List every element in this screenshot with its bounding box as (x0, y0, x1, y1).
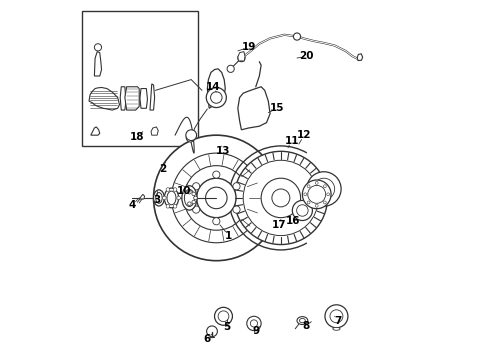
Polygon shape (95, 51, 101, 76)
Polygon shape (91, 127, 100, 135)
Circle shape (313, 178, 335, 200)
Ellipse shape (164, 188, 179, 208)
Circle shape (327, 193, 330, 196)
Circle shape (294, 33, 300, 40)
Polygon shape (125, 87, 139, 110)
Circle shape (196, 178, 236, 218)
Circle shape (330, 310, 343, 323)
Circle shape (296, 205, 308, 216)
Circle shape (95, 44, 101, 51)
Circle shape (307, 172, 341, 206)
Circle shape (163, 196, 166, 200)
Circle shape (173, 204, 177, 208)
Text: 8: 8 (302, 321, 310, 331)
Text: 18: 18 (130, 132, 145, 142)
Text: 10: 10 (177, 186, 191, 196)
Text: 20: 20 (299, 51, 313, 61)
Circle shape (194, 196, 197, 200)
Ellipse shape (184, 189, 195, 207)
Circle shape (293, 201, 313, 221)
Text: 4: 4 (128, 200, 136, 210)
Circle shape (233, 206, 240, 213)
Polygon shape (238, 51, 245, 61)
Polygon shape (150, 84, 155, 110)
Circle shape (243, 160, 318, 235)
Circle shape (193, 206, 200, 213)
Bar (82, 12, 198, 146)
Text: 11: 11 (284, 136, 299, 145)
Circle shape (213, 171, 220, 178)
Text: 12: 12 (297, 130, 312, 140)
Ellipse shape (299, 319, 305, 323)
Circle shape (315, 204, 318, 207)
Circle shape (166, 188, 170, 191)
Ellipse shape (333, 327, 340, 330)
Ellipse shape (153, 190, 164, 206)
Circle shape (215, 307, 232, 325)
Polygon shape (139, 194, 145, 199)
Circle shape (186, 134, 195, 142)
Circle shape (325, 305, 348, 328)
Ellipse shape (167, 191, 176, 205)
Circle shape (247, 316, 261, 330)
Text: 2: 2 (159, 164, 166, 174)
Ellipse shape (297, 317, 308, 324)
Circle shape (192, 192, 196, 196)
Circle shape (234, 151, 327, 244)
Circle shape (307, 185, 310, 188)
Circle shape (307, 201, 310, 204)
Circle shape (153, 135, 279, 261)
Circle shape (227, 65, 234, 72)
Text: 19: 19 (242, 42, 256, 52)
Polygon shape (140, 89, 147, 108)
Circle shape (304, 193, 307, 196)
Circle shape (308, 185, 326, 203)
Circle shape (207, 326, 218, 337)
Circle shape (213, 218, 220, 225)
Text: 1: 1 (225, 231, 232, 240)
Polygon shape (120, 87, 126, 110)
Circle shape (172, 153, 261, 243)
Circle shape (188, 190, 191, 194)
Circle shape (250, 320, 258, 327)
Circle shape (192, 200, 196, 204)
Circle shape (233, 183, 240, 190)
Ellipse shape (182, 186, 197, 210)
Circle shape (193, 183, 200, 190)
Text: 16: 16 (286, 216, 301, 226)
Circle shape (188, 202, 191, 206)
Polygon shape (238, 87, 270, 130)
Circle shape (173, 188, 177, 191)
Text: 5: 5 (223, 322, 231, 332)
Text: 6: 6 (204, 333, 211, 343)
Text: 9: 9 (252, 326, 259, 336)
Circle shape (166, 204, 170, 208)
Text: 13: 13 (216, 146, 231, 156)
Circle shape (211, 92, 222, 103)
Polygon shape (207, 69, 225, 108)
Ellipse shape (156, 193, 162, 203)
Circle shape (238, 54, 245, 62)
Text: 7: 7 (335, 316, 342, 325)
Circle shape (261, 178, 300, 218)
Circle shape (315, 181, 318, 184)
Circle shape (186, 130, 196, 140)
Circle shape (323, 185, 326, 188)
Circle shape (302, 180, 331, 209)
Circle shape (177, 196, 180, 200)
Polygon shape (89, 87, 120, 110)
Circle shape (323, 201, 326, 204)
Text: 17: 17 (272, 220, 286, 230)
Text: 15: 15 (270, 103, 285, 113)
Circle shape (218, 311, 229, 321)
Text: 14: 14 (205, 82, 220, 92)
Text: 3: 3 (153, 195, 161, 205)
Circle shape (205, 187, 227, 209)
Circle shape (272, 189, 290, 207)
Polygon shape (357, 54, 363, 60)
Circle shape (184, 166, 248, 230)
Circle shape (206, 87, 226, 108)
Polygon shape (151, 127, 158, 135)
